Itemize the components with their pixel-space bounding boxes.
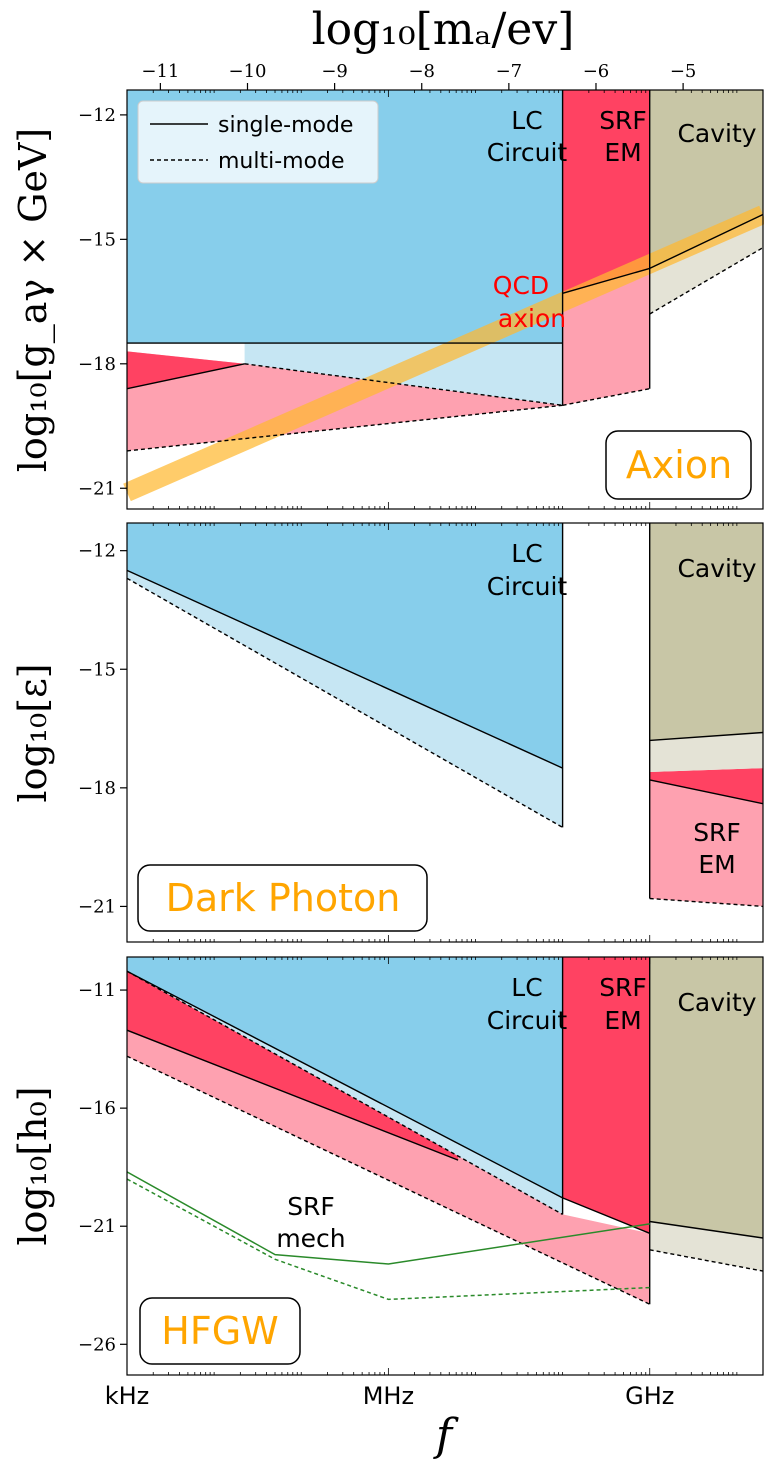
qcd-axion-band bbox=[123, 205, 764, 502]
hfgw-srf-multi-region bbox=[127, 971, 650, 1305]
y-tick-label: −26 bbox=[78, 1334, 116, 1355]
dp-lc-label-line1: LC bbox=[511, 539, 542, 568]
hfgw-lc-multi-line bbox=[126, 970, 563, 1216]
dark-photon-panel: −12−15−18−21 log₁₀[ε] LC Circuit Cavity … bbox=[11, 522, 764, 943]
axion-cavity-single-line bbox=[649, 213, 764, 270]
qcd-label-line2: axion bbox=[498, 304, 566, 333]
hfgw-cavity-single-line bbox=[649, 1220, 764, 1239]
dp-lc-multi-region bbox=[127, 570, 563, 828]
top-tick-label: −8 bbox=[408, 61, 435, 82]
y-tick-label: −21 bbox=[78, 1216, 116, 1237]
legend: single-mode multi-mode bbox=[137, 100, 379, 184]
hfgw-lc-single-line bbox=[126, 970, 563, 1199]
axion-y-axis-title: log₁₀[g_aγ × GeV] bbox=[11, 128, 56, 472]
srf-mech-label-line2: mech bbox=[276, 1224, 345, 1253]
hfgw-lc-label-line1: LC bbox=[511, 973, 542, 1002]
axion-srf-em-multi-line bbox=[562, 388, 650, 406]
axion-srf-label-line2: EM bbox=[604, 138, 641, 167]
hfgw-cavity-multi-line bbox=[649, 1249, 764, 1272]
axion-panel-frame bbox=[126, 89, 764, 510]
axion-srf-em-single-line bbox=[562, 267, 650, 294]
dp-lc-label-line2: Circuit bbox=[487, 572, 568, 601]
axion-title-box bbox=[605, 430, 752, 500]
axion-srf-em-single-region bbox=[562, 90, 650, 294]
top-tick-label: −10 bbox=[228, 61, 266, 82]
hfgw-srf-single-region bbox=[127, 971, 459, 1161]
y-tick-label: −12 bbox=[78, 541, 116, 562]
dark-photon-panel-frame bbox=[126, 522, 764, 943]
axion-srf-single-line bbox=[126, 363, 245, 390]
hfgw-panel: −11 −16 −21 −26 log₁₀[h₀] LC Circuit SRF EM… bbox=[11, 956, 764, 1376]
axion-panel: −12 −15 −18 −21 −11 −10 −9 −8 −7 −6 −5 log₁₀[g_aγ… bbox=[11, 61, 764, 510]
dp-srf-label-line1: SRF bbox=[693, 818, 741, 847]
top-axis-title: log₁₀[mₐ/ev] bbox=[312, 4, 575, 55]
y-tick-label: −21 bbox=[78, 896, 116, 917]
dark-photon-panel-title: Dark Photon bbox=[166, 876, 401, 920]
x-tick-label: MHz bbox=[363, 1382, 414, 1410]
hfgw-srf-single-line bbox=[126, 1029, 459, 1161]
hfgw-title-box bbox=[139, 1297, 301, 1365]
hfgw-srf-em-line bbox=[562, 1197, 650, 1234]
dp-srf-label-line2: EM bbox=[698, 850, 735, 879]
axion-cavity-multi-line bbox=[649, 246, 764, 315]
top-tick-label: −9 bbox=[321, 61, 348, 82]
hfgw-mech-single-line bbox=[126, 1171, 650, 1265]
dp-lc-single-line bbox=[126, 569, 563, 769]
hfgw-mech-multi-line bbox=[126, 1178, 650, 1301]
x-tick-label: GHz bbox=[625, 1382, 674, 1410]
axion-cavity-multi-region bbox=[649, 214, 763, 314]
top-tick-label: −7 bbox=[496, 61, 523, 82]
dp-cavity-multi-region bbox=[649, 732, 763, 772]
dark-photon-title-box bbox=[137, 864, 428, 932]
dp-cavity-label: Cavity bbox=[677, 554, 756, 583]
legend-label-single-mode: single-mode bbox=[218, 113, 353, 138]
dp-lc-single-region bbox=[127, 523, 563, 769]
y-tick-label: −18 bbox=[78, 354, 116, 375]
hfgw-cavity-single-region bbox=[649, 957, 763, 1238]
legend-label-multi-mode: multi-mode bbox=[218, 149, 345, 174]
y-tick-label: −18 bbox=[78, 778, 116, 799]
axion-cavity-label: Cavity bbox=[677, 119, 756, 148]
dp-cavity-single-region bbox=[649, 523, 763, 741]
dark-photon-y-axis-title: log₁₀[ε] bbox=[11, 663, 55, 802]
dp-srf-em-single-region bbox=[649, 768, 763, 804]
top-tick-label: −5 bbox=[670, 61, 697, 82]
top-tick-label: −6 bbox=[583, 61, 610, 82]
dp-srf-em-multi-region bbox=[649, 779, 763, 907]
qcd-label-line1: QCD bbox=[493, 271, 549, 300]
axion-lc-label-line2: Circuit bbox=[487, 138, 568, 167]
hfgw-srf-label-line1: SRF bbox=[599, 973, 647, 1002]
axion-lc-label-line1: LC bbox=[511, 106, 542, 135]
y-tick-label: −16 bbox=[78, 1098, 116, 1119]
axion-srf-multi-line bbox=[126, 404, 563, 452]
x-axis-title: f bbox=[433, 1410, 459, 1461]
x-tick-label: kHz bbox=[105, 1382, 150, 1410]
axion-lc-multi-line bbox=[244, 363, 563, 406]
y-tick-label: −11 bbox=[78, 980, 116, 1001]
axion-srf-single-region bbox=[127, 351, 245, 389]
hfgw-lc-single-region bbox=[127, 957, 563, 1198]
dp-cavity-single-line bbox=[649, 731, 764, 742]
y-tick-label: −15 bbox=[78, 659, 116, 680]
hfgw-lc-label-line2: Circuit bbox=[487, 1006, 568, 1035]
y-tick-label: −12 bbox=[78, 105, 116, 126]
dp-srf-em-multi-line bbox=[649, 897, 764, 908]
top-tick-label: −11 bbox=[141, 61, 179, 82]
hfgw-srf-multi-line bbox=[126, 1055, 651, 1305]
axion-srf-label-line1: SRF bbox=[599, 106, 647, 135]
hfgw-cavity-label: Cavity bbox=[677, 988, 756, 1017]
srf-mech-label-line1: SRF bbox=[287, 1192, 335, 1221]
hfgw-panel-frame bbox=[126, 956, 764, 1376]
axion-panel-title: Axion bbox=[626, 443, 732, 487]
hfgw-y-axis-title: log₁₀[h₀] bbox=[11, 1086, 55, 1245]
dp-srf-em-single-line bbox=[649, 779, 764, 805]
y-tick-label: −15 bbox=[78, 229, 116, 250]
hfgw-srf-label-line2: EM bbox=[604, 1006, 641, 1035]
hfgw-panel-title: HFGW bbox=[161, 1309, 278, 1353]
hfgw-srf-em-region bbox=[562, 957, 650, 1234]
y-tick-label: −21 bbox=[78, 478, 116, 499]
legend-box bbox=[137, 100, 379, 184]
